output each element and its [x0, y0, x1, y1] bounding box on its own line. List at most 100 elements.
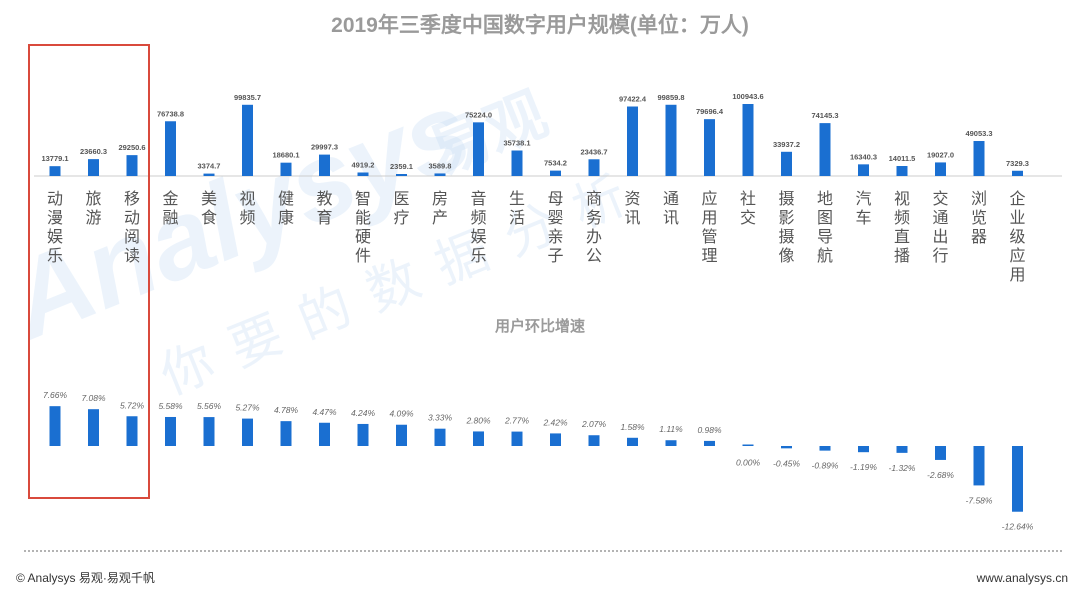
category-label: 智能硬件	[355, 190, 371, 265]
growth-rate-bar	[434, 428, 446, 446]
user-scale-value-label: 23436.7	[580, 147, 607, 156]
category-label: 交通出行	[932, 190, 948, 265]
growth-rate-value-label: 5.58%	[158, 401, 183, 411]
growth-rate-value-label: 2.07%	[581, 419, 607, 429]
growth-rate-value-label: -0.45%	[773, 458, 800, 468]
growth-rate-value-label: -2.68%	[927, 470, 954, 480]
user-scale-bar	[627, 106, 638, 176]
growth-chart-title: 用户环比增速	[495, 317, 585, 335]
growth-rate-bar	[473, 431, 484, 446]
user-scale-bar	[280, 162, 292, 176]
user-scale-value-label: 7329.3	[1006, 159, 1029, 168]
growth-rate-value-label: 5.72%	[120, 400, 145, 410]
growth-rate-value-label: 2.42%	[542, 417, 568, 427]
user-scale-bar	[319, 154, 330, 176]
growth-rate-bar	[1012, 446, 1023, 512]
category-label: 企业级应用	[1009, 190, 1025, 284]
growth-rate-bar	[896, 446, 908, 453]
user-scale-value-label: 18680.1	[272, 151, 299, 160]
user-scale-value-label: 2359.1	[390, 162, 413, 171]
growth-rate-value-label: -1.32%	[889, 463, 916, 473]
growth-bars	[49, 406, 1023, 512]
growth-rate-bar	[588, 435, 600, 446]
category-label: 金融	[162, 190, 178, 227]
user-scale-bar	[896, 166, 908, 176]
user-scale-value-label: 14011.5	[889, 154, 916, 163]
category-label: 移动阅读	[124, 190, 140, 265]
category-label: 通讯	[663, 190, 679, 227]
growth-rate-value-label: 4.47%	[312, 407, 337, 417]
user-scale-bar	[973, 141, 985, 176]
growth-rate-bar	[704, 440, 715, 446]
user-scale-bar	[203, 173, 215, 176]
category-label: 音频娱乐	[470, 190, 486, 265]
growth-rate-bar	[396, 424, 407, 446]
user-scale-bar	[434, 173, 446, 176]
growth-rate-bar	[973, 446, 985, 486]
growth-rate-bar	[742, 444, 754, 446]
user-scale-bar	[49, 166, 61, 176]
user-scale-value-label: 76738.8	[157, 109, 184, 118]
user-scale-bar	[511, 150, 523, 176]
category-label: 医疗	[393, 191, 409, 227]
top-value-labels: 13779.1 23660.3 29250.6 76738.8 3374.7 99835.…	[41, 92, 1029, 171]
user-scale-value-label: 19027.0	[927, 150, 954, 159]
growth-rate-bar	[511, 431, 523, 446]
user-scale-value-label: 75224.0	[465, 110, 492, 119]
user-scale-value-label: 29997.3	[311, 143, 338, 152]
growth-value-labels: 7.66% 7.08% 5.72% 5.58% 5.56% 5.27% 4.78% 4.47%…	[43, 390, 1034, 532]
growth-rate-value-label: -12.64%	[1002, 522, 1034, 532]
growth-rate-bar	[126, 416, 138, 446]
user-scale-value-label: 3374.7	[198, 162, 221, 171]
growth-rate-value-label: 7.08%	[81, 393, 106, 403]
user-scale-value-label: 100943.6	[732, 92, 763, 101]
growth-rate-bar	[819, 446, 831, 451]
category-label: 汽车	[855, 190, 871, 227]
category-label: 房产	[432, 190, 448, 227]
growth-rate-value-label: -7.58%	[966, 495, 993, 505]
growth-rate-bar	[935, 446, 946, 460]
growth-rate-value-label: 5.27%	[235, 403, 260, 413]
growth-rate-bar	[858, 446, 869, 453]
user-scale-bar	[242, 104, 253, 176]
category-label: 视频直播	[894, 190, 910, 265]
growth-rate-value-label: 1.11%	[659, 424, 683, 434]
category-label: 健康	[278, 190, 294, 227]
category-label: 教育	[316, 190, 332, 227]
user-scale-value-label: 7534.2	[544, 159, 567, 168]
category-label: 旅游	[85, 190, 101, 227]
user-scale-value-label: 99859.8	[657, 93, 684, 102]
user-scale-bar	[819, 123, 831, 176]
user-scale-value-label: 3589.8	[429, 161, 452, 170]
user-scale-value-label: 16340.3	[850, 152, 877, 161]
category-label: 生活	[509, 190, 525, 227]
user-scale-bar	[858, 164, 869, 176]
user-scale-bar	[473, 122, 484, 176]
category-label: 母婴亲子	[547, 191, 563, 265]
growth-rate-bar	[242, 418, 253, 446]
chart-title: 2019年三季度中国数字用户规模(单位：万人)	[331, 13, 749, 37]
user-scale-bar	[396, 174, 407, 176]
category-label: 社交	[740, 190, 756, 227]
user-scale-value-label: 4919.2	[352, 160, 375, 169]
user-scale-value-label: 29250.6	[118, 143, 145, 152]
user-scale-value-label: 35738.1	[503, 139, 530, 148]
growth-rate-bar	[280, 421, 292, 446]
user-scale-bar	[781, 151, 792, 176]
category-label: 美食	[201, 190, 217, 227]
user-scale-value-label: 97422.4	[619, 95, 647, 104]
growth-rate-bar	[665, 440, 677, 446]
growth-rate-value-label: 0.98%	[697, 425, 722, 435]
growth-rate-value-label: -0.89%	[812, 461, 839, 471]
user-scale-value-label: 13779.1	[41, 154, 68, 163]
growth-rate-bar	[88, 409, 99, 446]
user-scale-bar	[665, 104, 677, 176]
category-label: 地图导航	[817, 190, 833, 265]
growth-rate-value-label: 2.80%	[465, 415, 491, 425]
growth-rate-value-label: 4.09%	[389, 409, 414, 419]
growth-rate-bar	[357, 423, 369, 446]
growth-rate-bar	[627, 437, 638, 446]
footer-copyright: © Analysys 易观·易观千帆	[16, 570, 155, 585]
growth-rate-value-label: 5.56%	[197, 401, 222, 411]
